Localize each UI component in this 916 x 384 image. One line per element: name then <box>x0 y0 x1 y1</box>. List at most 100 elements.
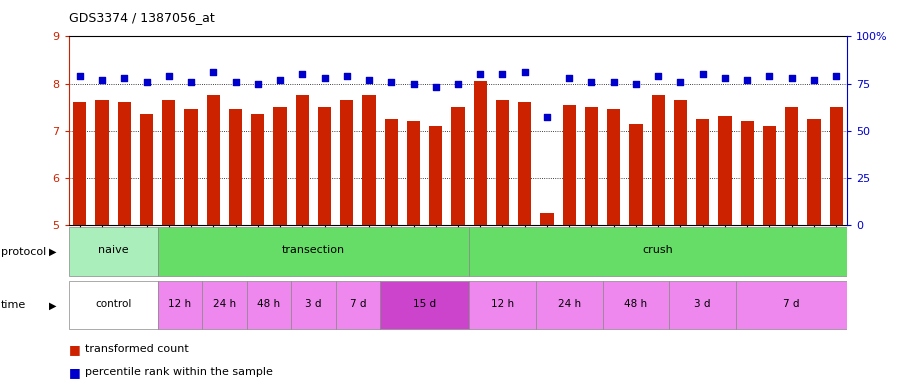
Text: ▶: ▶ <box>49 300 57 310</box>
Bar <box>469 281 536 329</box>
Bar <box>474 81 487 384</box>
Bar <box>629 124 643 384</box>
Text: 3 d: 3 d <box>694 299 711 309</box>
Bar <box>385 119 398 384</box>
Point <box>384 79 398 85</box>
Text: ▶: ▶ <box>49 247 57 257</box>
Point <box>206 69 221 75</box>
Bar <box>69 281 158 329</box>
Bar <box>670 281 736 329</box>
Bar <box>469 227 847 276</box>
Text: transformed count: transformed count <box>85 344 189 354</box>
Point <box>295 71 310 77</box>
Bar <box>740 121 754 384</box>
Point <box>762 73 777 79</box>
Text: ■: ■ <box>69 343 84 356</box>
Bar <box>291 281 335 329</box>
Text: GDS3374 / 1387056_at: GDS3374 / 1387056_at <box>69 12 214 25</box>
Bar <box>95 100 109 384</box>
Text: 48 h: 48 h <box>625 299 648 309</box>
Point <box>184 79 199 85</box>
Point <box>117 75 132 81</box>
Point <box>562 75 576 81</box>
Bar <box>229 109 242 384</box>
Bar <box>540 213 553 384</box>
Bar <box>251 114 265 384</box>
Bar <box>162 100 176 384</box>
Point <box>273 77 288 83</box>
Point <box>695 71 710 77</box>
Bar <box>584 107 598 384</box>
Text: 3 d: 3 d <box>305 299 322 309</box>
Bar <box>429 126 442 384</box>
Point <box>717 75 732 81</box>
Text: ■: ■ <box>69 366 84 379</box>
Point <box>807 77 822 83</box>
Bar <box>273 107 287 384</box>
Text: time: time <box>1 300 27 310</box>
Text: 24 h: 24 h <box>213 299 236 309</box>
Point <box>584 79 599 85</box>
Text: 48 h: 48 h <box>257 299 280 309</box>
Text: transection: transection <box>282 245 345 255</box>
Point <box>406 81 420 87</box>
Point <box>829 73 844 79</box>
Point <box>540 114 554 121</box>
Point <box>94 77 109 83</box>
Bar <box>562 105 576 384</box>
Text: crush: crush <box>643 245 673 255</box>
Bar <box>407 121 420 384</box>
Bar <box>518 103 531 384</box>
Point <box>139 79 154 85</box>
Bar <box>830 107 843 384</box>
Bar <box>246 281 291 329</box>
Bar <box>207 95 220 384</box>
Bar <box>736 281 847 329</box>
Text: 7 d: 7 d <box>350 299 366 309</box>
Bar <box>73 103 86 384</box>
Bar <box>763 126 776 384</box>
Point <box>496 71 510 77</box>
Bar <box>496 100 509 384</box>
Point <box>362 77 376 83</box>
Text: 12 h: 12 h <box>491 299 514 309</box>
Text: naive: naive <box>98 245 128 255</box>
Point <box>473 71 487 77</box>
Point <box>317 75 332 81</box>
Bar <box>318 107 332 384</box>
Point <box>606 79 621 85</box>
Text: control: control <box>95 299 131 309</box>
Bar <box>536 281 603 329</box>
Text: 7 d: 7 d <box>783 299 800 309</box>
Bar <box>117 103 131 384</box>
Bar <box>363 95 376 384</box>
Bar <box>158 227 469 276</box>
Bar <box>603 281 670 329</box>
Bar <box>651 95 665 384</box>
Text: protocol: protocol <box>1 247 46 257</box>
Bar <box>69 227 158 276</box>
Text: 24 h: 24 h <box>558 299 581 309</box>
Bar <box>674 100 687 384</box>
Bar <box>335 281 380 329</box>
Bar <box>184 109 198 384</box>
Bar <box>158 281 202 329</box>
Bar <box>140 114 153 384</box>
Text: 15 d: 15 d <box>413 299 436 309</box>
Bar <box>718 116 732 384</box>
Bar <box>340 100 354 384</box>
Point <box>518 69 532 75</box>
Point <box>250 81 265 87</box>
Bar <box>452 107 464 384</box>
Bar <box>296 95 309 384</box>
Bar <box>696 119 709 384</box>
Text: percentile rank within the sample: percentile rank within the sample <box>85 367 273 377</box>
Bar <box>380 281 469 329</box>
Point <box>161 73 176 79</box>
Point <box>784 75 799 81</box>
Point <box>651 73 666 79</box>
Point <box>673 79 688 85</box>
Bar <box>607 109 620 384</box>
Point <box>72 73 87 79</box>
Bar <box>202 281 246 329</box>
